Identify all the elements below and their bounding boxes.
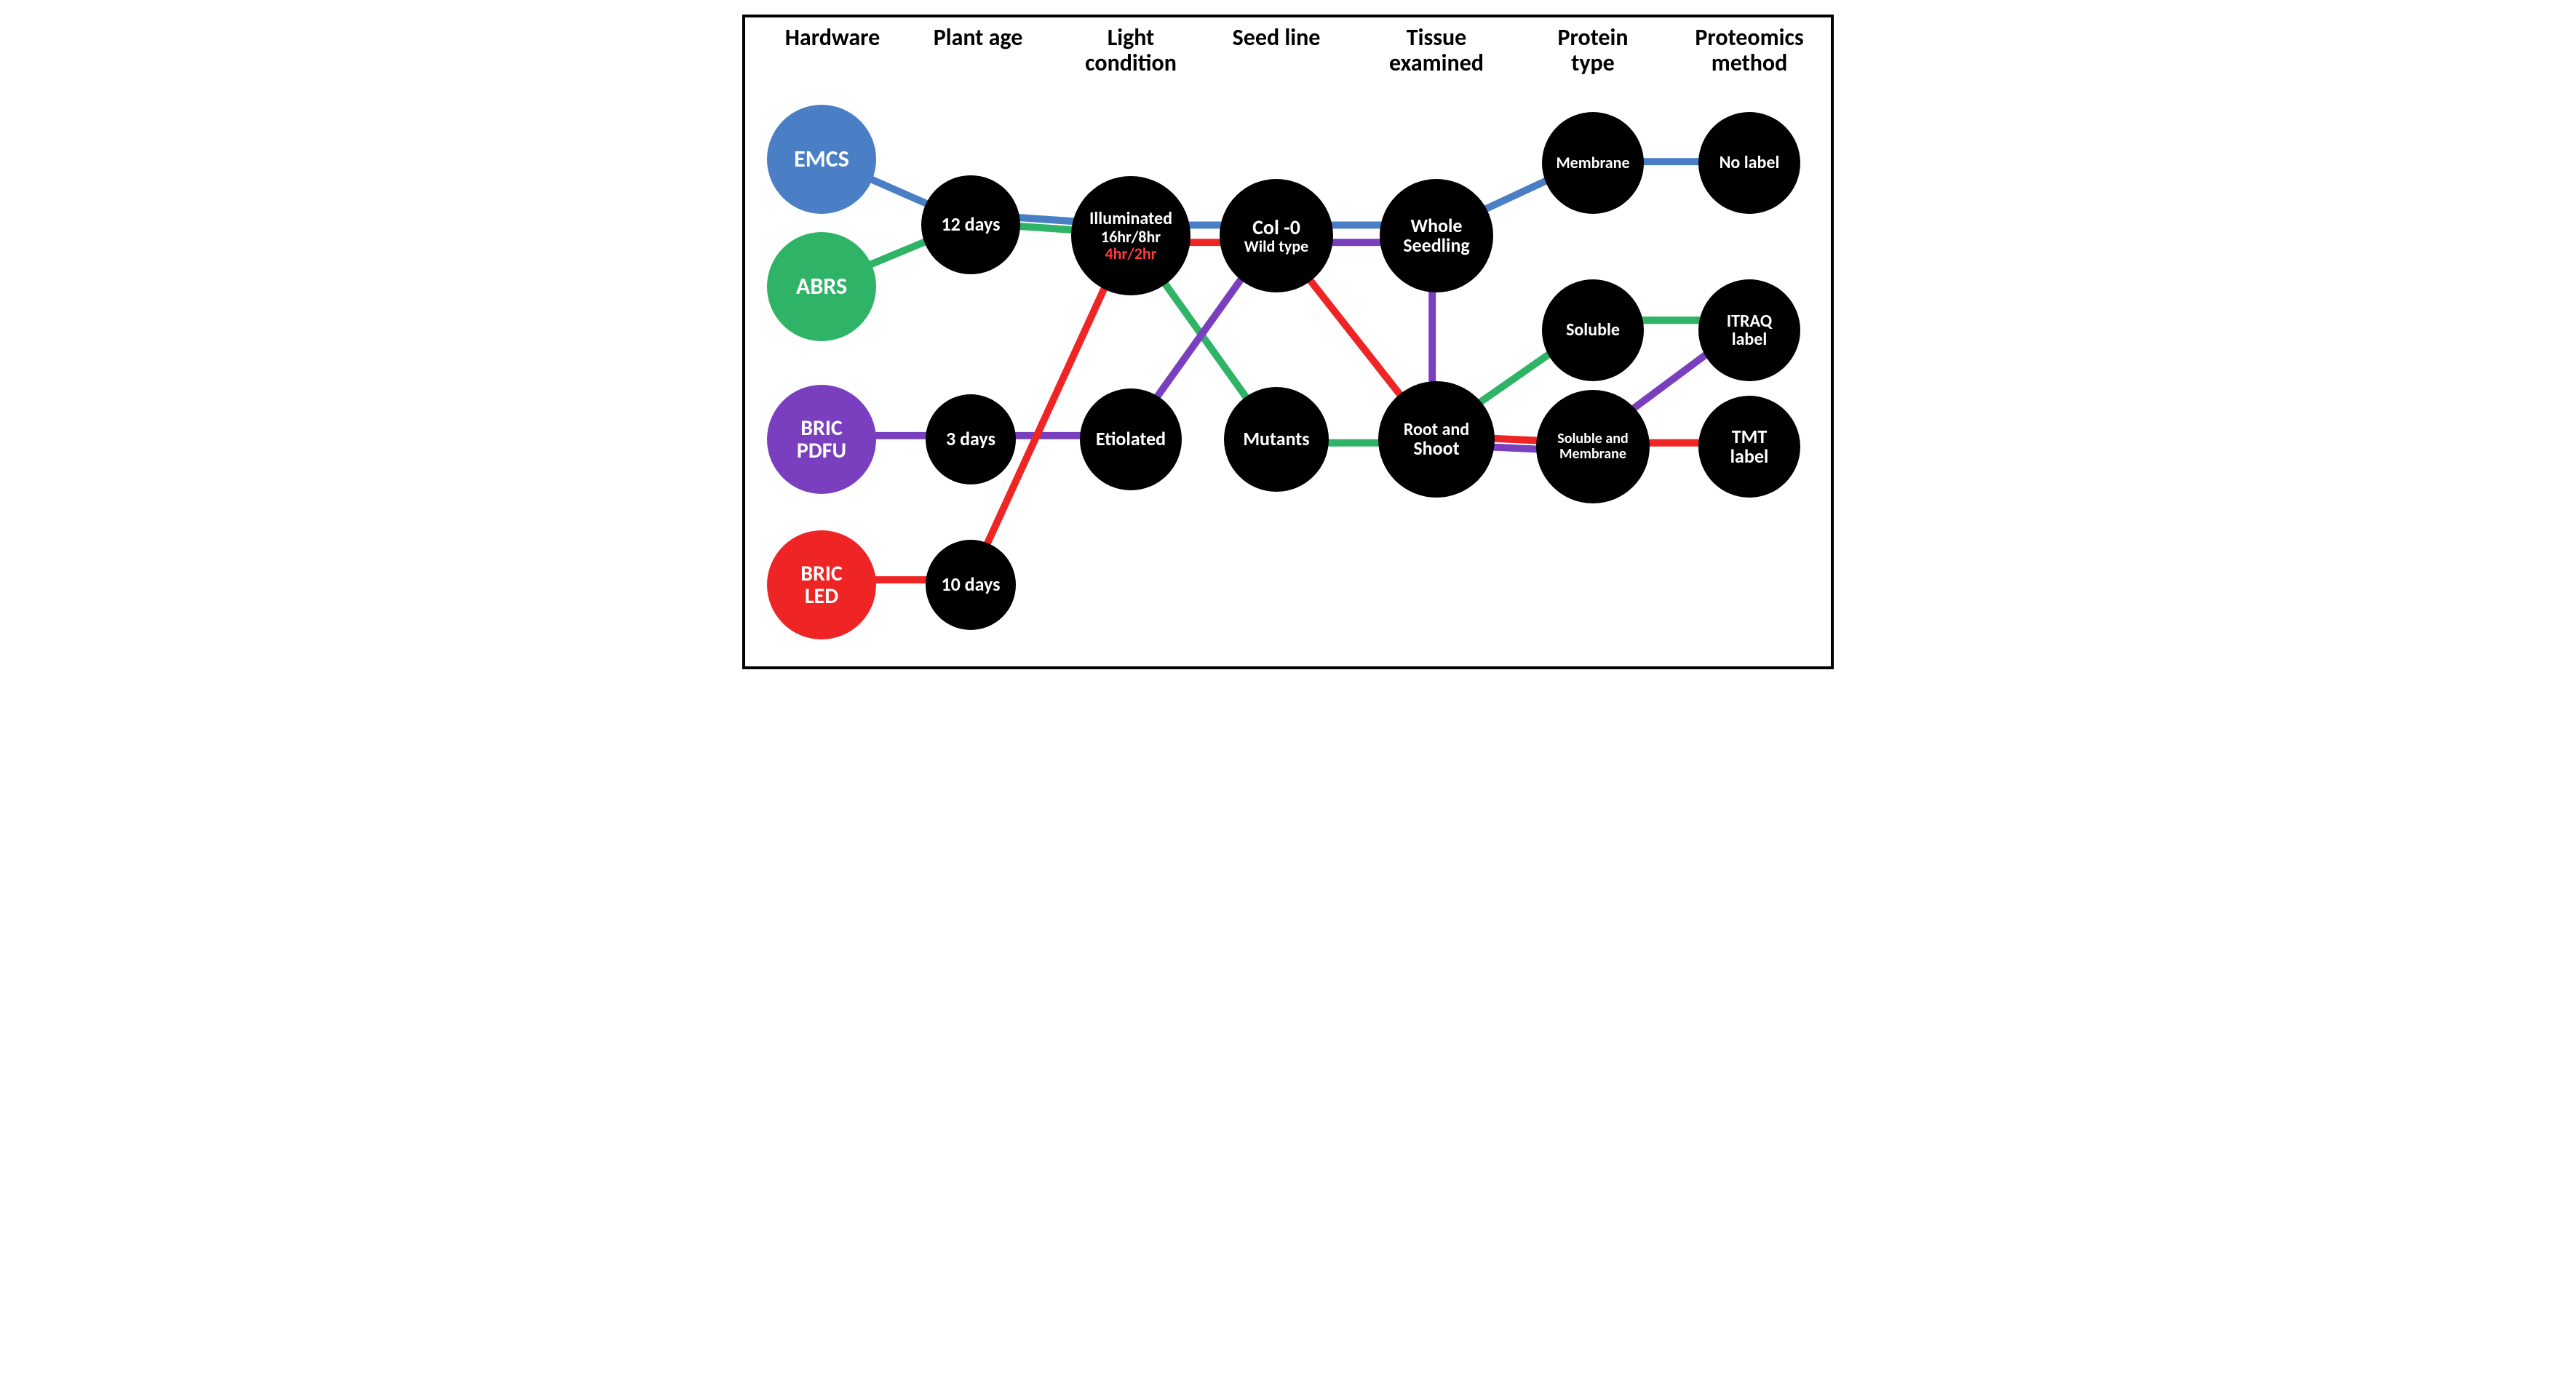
node-label-line: ITRAQ (1727, 312, 1772, 330)
node-mutants: Mutants (1224, 387, 1329, 492)
diagram-frame: Hardware Plant age Light condition Seed lin… (742, 15, 1834, 669)
node-age12: 12 days (921, 175, 1020, 274)
node-label-line: Seedling (1403, 236, 1469, 255)
node-tmt: TMTlabel (1698, 396, 1800, 498)
column-header: Seed line (1233, 25, 1321, 50)
edge-layer (745, 17, 1831, 666)
node-label-line: 12 days (941, 215, 1000, 234)
node-solmem: Soluble andMembrane (1536, 390, 1650, 503)
node-label-line: Col -0 (1252, 217, 1300, 238)
node-label-line: BRIC (800, 562, 843, 586)
node-itraq: ITRAQlabel (1698, 279, 1800, 381)
node-label-line: No label (1720, 153, 1780, 172)
node-label-line: Illuminated (1089, 210, 1172, 228)
node-label-line: ABRS (796, 274, 847, 299)
node-label-line: 3 days (946, 429, 995, 449)
column-header: Proteomics method (1695, 25, 1803, 76)
node-illum: Illuminated16hr/8hr4hr/2hr (1071, 176, 1190, 295)
node-label-line: Whole (1411, 216, 1463, 236)
node-rootshoot: Root andShoot (1378, 381, 1495, 498)
column-header: Hardware (785, 25, 880, 50)
node-emcs: EMCS (767, 105, 876, 214)
node-label-line: Soluble (1566, 321, 1620, 339)
node-label-line: 4hr/2hr (1105, 245, 1156, 262)
node-label-line: PDFU (797, 439, 846, 463)
node-label-line: LED (805, 585, 838, 608)
node-label-line: Wild type (1244, 238, 1308, 255)
node-label-line: TMT (1732, 427, 1767, 447)
node-bricled: BRICLED (767, 530, 876, 639)
node-label-line: Membrane (1559, 447, 1626, 462)
node-label-line: BRIC (800, 417, 843, 440)
node-label-line: EMCS (794, 147, 849, 172)
node-membrane: Membrane (1542, 112, 1644, 214)
node-label-line: 16hr/8hr (1101, 228, 1161, 245)
node-label-line: Mutants (1243, 429, 1309, 449)
column-header: Protein type (1557, 25, 1628, 76)
node-label-line: Soluble and (1557, 431, 1628, 447)
node-whole: WholeSeedling (1380, 179, 1493, 292)
node-label-line: Shoot (1413, 439, 1459, 458)
node-label-line: Membrane (1556, 154, 1629, 171)
node-abrs: ABRS (767, 232, 876, 341)
node-age10: 10 days (926, 540, 1016, 630)
node-nolabel: No label (1698, 112, 1800, 214)
node-label-line: label (1730, 447, 1769, 466)
node-col0: Col -0Wild type (1220, 179, 1333, 292)
column-header: Tissue examined (1389, 25, 1484, 76)
node-label-line: 10 days (941, 575, 1000, 594)
column-header: Plant age (934, 25, 1023, 50)
node-etiol: Etiolated (1080, 388, 1182, 490)
node-bric: BRICPDFU (767, 385, 876, 494)
column-header: Light condition (1085, 25, 1177, 76)
node-age3: 3 days (926, 394, 1016, 484)
node-label-line: Etiolated (1096, 429, 1166, 449)
node-label-line: label (1732, 330, 1768, 348)
node-soluble: Soluble (1542, 279, 1644, 381)
